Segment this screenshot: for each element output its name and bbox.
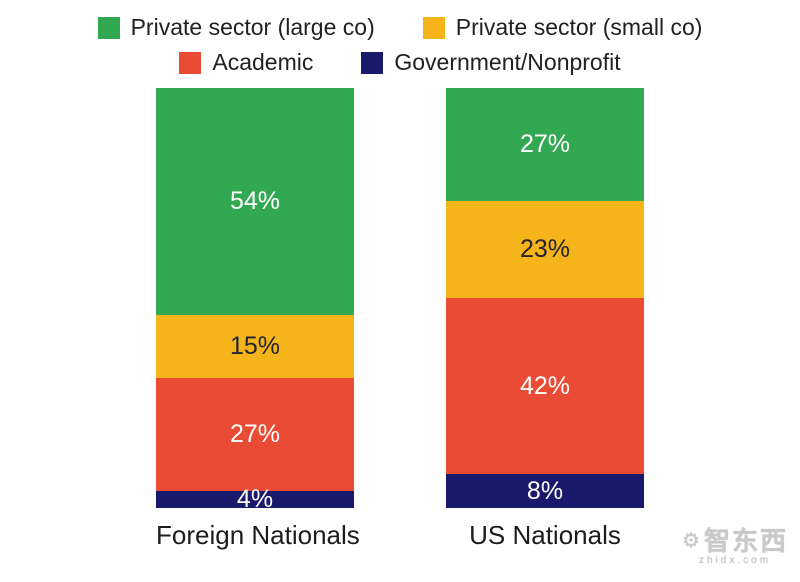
segment-value-label: 23% [519,235,571,264]
category-axis-label: US Nationals [469,520,621,550]
segment-value-label: 54% [229,186,281,215]
segment-value-label: 27% [519,130,571,159]
legend-swatch-private-sector-large-co [97,16,120,39]
segment-value-label: 15% [229,331,281,360]
bar-segment-academic: 42% [446,297,644,475]
legend-label: Private sector (large co) [130,14,375,40]
legend-item-private-sector-large-co: Private sector (large co) [97,14,375,41]
bar-segment-private-sector-large-co: 27% [446,88,644,202]
bar-column-foreign-nationals: 54% 15% 27% 4% Foreign Nationals [156,88,360,551]
watermark: ⚙ 智东西 zhidx.com [682,526,788,566]
bar-segment-government-nonprofit: 8% [446,474,644,508]
legend-label: Private sector (small co) [455,14,703,40]
segment-value-label: 8% [526,476,564,505]
segment-value-label: 42% [519,371,571,400]
bar-segment-private-sector-small-co: 23% [446,201,644,298]
legend-swatch-academic [179,51,202,74]
bar-column-us-nationals: 27% 23% 42% 8% US Nationals [446,88,644,551]
legend-item-government-nonprofit: Government/Nonprofit [361,49,621,76]
stacked-bar-chart: 54% 15% 27% 4% Foreign Nationals 27% 23% 42% 8% U… [0,88,800,551]
stacked-bar-us-nationals: 27% 23% 42% 8% [446,88,644,508]
legend-swatch-private-sector-small-co [422,16,445,39]
watermark-row: ⚙ 智东西 [682,526,788,557]
bar-segment-private-sector-large-co: 54% [156,88,354,315]
bar-segment-academic: 27% [156,377,354,492]
stacked-bar-foreign-nationals: 54% 15% 27% 4% [156,88,354,512]
legend-label: Academic [212,49,314,75]
segment-value-label: 27% [229,419,281,448]
bar-segment-private-sector-small-co: 15% [156,314,354,378]
legend-item-academic: Academic [179,49,313,76]
watermark-subtext: zhidx.com [699,554,772,566]
legend-item-private-sector-small-co: Private sector (small co) [422,14,703,41]
gear-icon: ⚙ [682,530,700,553]
chart-legend: Private sector (large co) Private sector … [10,0,790,76]
category-axis-label: Foreign Nationals [156,520,360,550]
segment-value-label: 4% [236,485,274,514]
legend-swatch-government-nonprofit [361,51,384,74]
legend-label: Government/Nonprofit [394,49,621,75]
bar-segment-government-nonprofit: 4% [156,487,354,512]
watermark-text: 智东西 [703,526,788,557]
